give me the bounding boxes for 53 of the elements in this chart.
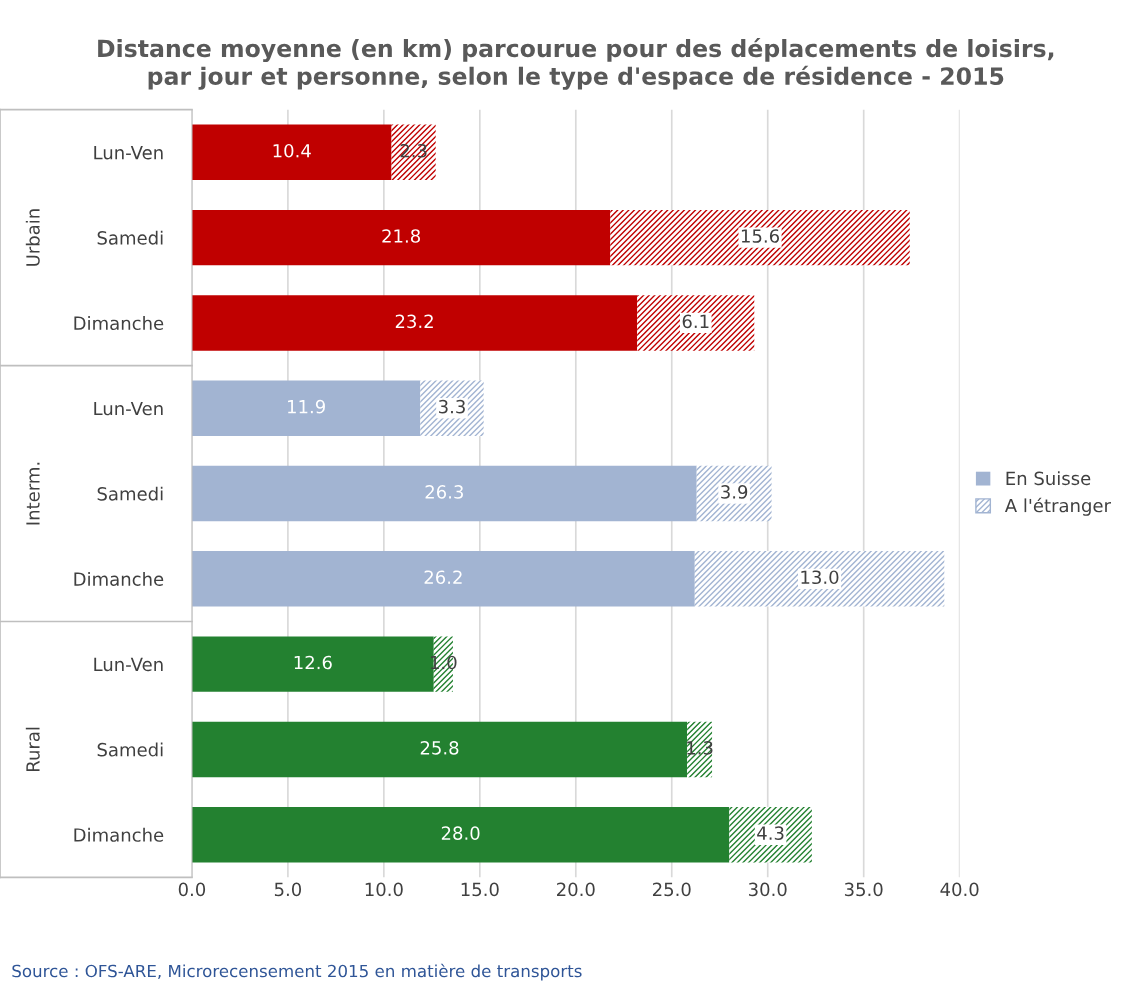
bar (191, 124, 392, 181)
y-tick-label: Lun-Ven (94, 146, 163, 160)
bar (391, 124, 436, 181)
x-tick-label: 40.0 (940, 882, 979, 897)
x-tick-label: 25.0 (652, 882, 691, 897)
data-label: 12.6 (294, 655, 332, 670)
data-label: 23.2 (395, 314, 433, 329)
bar (191, 209, 611, 266)
data-label: 15.6 (741, 229, 780, 243)
data-label: 26.2 (424, 570, 462, 585)
data-label: 21.8 (382, 229, 420, 243)
text: Rural (25, 727, 40, 771)
bar (610, 209, 910, 266)
x-tick-label: 15.0 (461, 882, 499, 897)
y-tick-label: Lun-Ven (94, 657, 163, 672)
bar (191, 806, 730, 863)
bar (191, 295, 638, 351)
y-tick-label: Samedi (97, 230, 163, 245)
x-tick-label: 0.0 (178, 882, 206, 897)
bar (191, 380, 421, 436)
bar (729, 806, 812, 863)
x-tick-label: 35.0 (844, 882, 883, 897)
x-tick-label: 30.0 (749, 882, 787, 897)
text: Urbain (25, 209, 40, 266)
data-label: 3.9 (721, 485, 748, 499)
bar (191, 465, 697, 522)
data-label: 10.4 (273, 143, 311, 158)
y-tick-label: Dimanche (74, 827, 164, 842)
data-label: 11.9 (288, 399, 325, 414)
x-tick-label: 20.0 (557, 882, 595, 897)
x-tick-label: 10.0 (365, 882, 403, 897)
bar (694, 551, 945, 607)
y-tick-label: Samedi (97, 486, 163, 501)
bar (191, 551, 695, 607)
x-tick-label: 5.0 (274, 882, 302, 897)
data-label: 25.8 (420, 740, 459, 755)
text: Interm. (26, 462, 40, 525)
legend-label: A l'étranger (1004, 497, 1111, 516)
data-label: 6.1 (682, 314, 709, 329)
y-tick-label: Samedi (97, 742, 163, 757)
data-label: 3.3 (439, 399, 465, 414)
data-label: 13.0 (801, 570, 839, 585)
bar (637, 295, 755, 351)
y-tick-label: Dimanche (74, 571, 164, 586)
legend-label: En Suisse (1006, 471, 1091, 486)
y-tick-label: Dimanche (74, 316, 164, 331)
source-note: Source : OFS-ARE, Microrecensement 2015 en matière de transports (12, 963, 582, 981)
chart-title: Distance moyenne (en km) parcourue pour des déplacements de loisirs, par jour et personne, selon le type d'espace de résidence - 2015 (98, 38, 1054, 90)
data-label: 4.3 (757, 826, 784, 840)
bar (191, 721, 688, 778)
data-label: 26.3 (425, 485, 463, 499)
data-label: 28.0 (441, 826, 480, 840)
y-tick-label: Lun-Ven (94, 401, 163, 416)
